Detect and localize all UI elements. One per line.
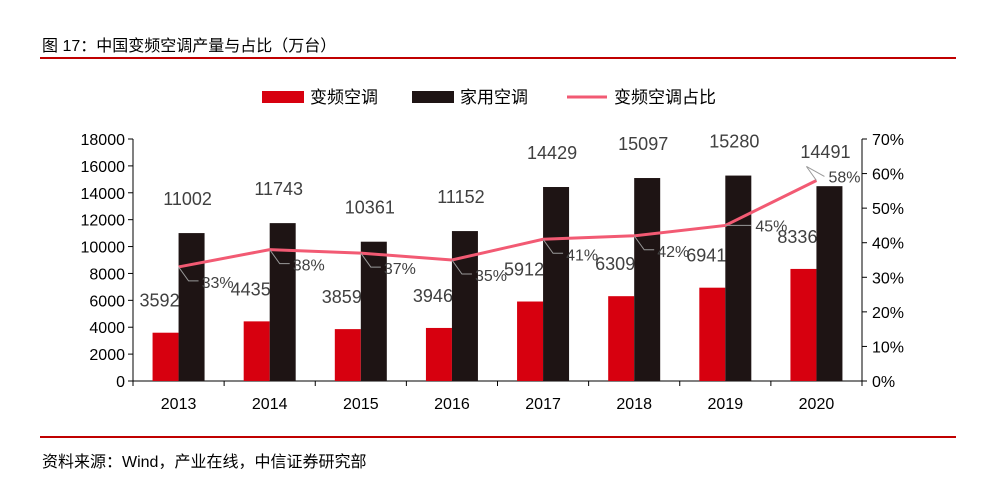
bar-label: 4435 bbox=[231, 279, 271, 299]
bar-label: 8336 bbox=[777, 227, 817, 247]
bar-变频空调 bbox=[243, 321, 270, 381]
leader-line bbox=[451, 259, 472, 275]
bar-label: 6309 bbox=[595, 254, 635, 274]
bar-变频空调 bbox=[425, 327, 452, 381]
x-tick-label: 2013 bbox=[161, 396, 197, 413]
leader-line bbox=[542, 238, 564, 254]
bar-label: 15280 bbox=[709, 132, 759, 152]
line-label: 42% bbox=[657, 244, 689, 261]
line-label: 38% bbox=[293, 258, 325, 275]
x-tick-label: 2015 bbox=[343, 396, 379, 413]
bar-变频空调 bbox=[334, 329, 361, 381]
y2-tick-label: 20% bbox=[872, 305, 904, 322]
y-tick-label: 18000 bbox=[81, 132, 126, 149]
bar-label: 11002 bbox=[163, 189, 212, 209]
bar-label: 5912 bbox=[504, 260, 544, 280]
leader-line bbox=[360, 252, 381, 268]
y-tick-label: 0 bbox=[116, 374, 125, 391]
bar-label: 14491 bbox=[800, 142, 850, 162]
legend-swatch bbox=[262, 91, 304, 103]
bar-label: 14429 bbox=[527, 143, 577, 163]
legend-swatch bbox=[412, 91, 454, 103]
bar-变频空调 bbox=[699, 287, 726, 381]
bar-变频空调 bbox=[608, 296, 635, 381]
line-label: 35% bbox=[475, 268, 507, 285]
bar-家用空调 bbox=[269, 223, 296, 381]
y-tick-label: 12000 bbox=[81, 213, 126, 230]
legend-label: 变频空调占比 bbox=[614, 88, 716, 107]
leader-line bbox=[633, 235, 655, 251]
y2-tick-label: 60% bbox=[872, 167, 904, 184]
y2-tick-label: 70% bbox=[872, 132, 904, 149]
bar-家用空调 bbox=[360, 241, 387, 381]
y-tick-label: 2000 bbox=[89, 347, 125, 364]
line-label: 45% bbox=[755, 218, 787, 235]
y2-tick-label: 30% bbox=[872, 270, 904, 287]
bar-label: 11152 bbox=[437, 187, 484, 207]
bar-label: 3859 bbox=[322, 287, 362, 307]
legend-label: 变频空调 bbox=[310, 88, 378, 107]
y2-tick-label: 40% bbox=[872, 236, 904, 253]
y-tick-label: 14000 bbox=[81, 186, 126, 203]
y2-tick-label: 0% bbox=[872, 374, 895, 391]
x-tick-label: 2017 bbox=[525, 396, 561, 413]
figure-title: 图 17：中国变频空调产量与占比（万台） bbox=[42, 38, 337, 55]
y2-tick-label: 10% bbox=[872, 339, 904, 356]
leader-line bbox=[269, 249, 290, 265]
bar-家用空调 bbox=[178, 233, 205, 381]
bar-label: 15097 bbox=[618, 134, 668, 154]
line-label: 58% bbox=[828, 169, 860, 186]
leader-line bbox=[806, 166, 825, 181]
y-tick-label: 4000 bbox=[89, 320, 125, 337]
line-label: 33% bbox=[202, 275, 234, 292]
y-tick-label: 8000 bbox=[89, 266, 125, 283]
bar-label: 10361 bbox=[345, 198, 395, 218]
bar-家用空调 bbox=[543, 187, 570, 381]
line-label: 41% bbox=[566, 247, 598, 264]
chart: 0 2000 4000 6000 8000 10000 12000 14000 16000 180… bbox=[81, 88, 905, 413]
y-tick-label: 6000 bbox=[89, 293, 125, 310]
x-tick-label: 2016 bbox=[434, 396, 470, 413]
line-label: 37% bbox=[384, 261, 416, 278]
bar-家用空调 bbox=[634, 178, 661, 381]
bar-变频空调 bbox=[790, 268, 817, 381]
bar-label: 3592 bbox=[140, 291, 180, 311]
legend-label: 家用空调 bbox=[460, 88, 528, 107]
y2-tick-label: 50% bbox=[872, 201, 904, 218]
bar-变频空调 bbox=[152, 332, 179, 381]
bar-变频空调 bbox=[517, 301, 544, 381]
x-tick-label: 2018 bbox=[616, 396, 652, 413]
bar-label: 6941 bbox=[686, 246, 726, 266]
y-tick-label: 16000 bbox=[81, 159, 126, 176]
bar-label: 11743 bbox=[254, 179, 303, 199]
x-tick-label: 2020 bbox=[799, 396, 835, 413]
top-rule bbox=[40, 57, 956, 59]
x-tick-label: 2019 bbox=[708, 396, 744, 413]
bar-家用空调 bbox=[725, 175, 752, 381]
leader-line bbox=[178, 266, 199, 282]
line-变频空调占比 bbox=[178, 179, 818, 269]
x-tick-label: 2014 bbox=[252, 396, 288, 413]
bottom-rule bbox=[40, 436, 956, 438]
bar-家用空调 bbox=[816, 186, 843, 381]
source-note: 资料来源：Wind，产业在线，中信证券研究部 bbox=[42, 454, 367, 471]
bar-label: 3946 bbox=[413, 286, 453, 306]
y-tick-label: 10000 bbox=[81, 240, 126, 257]
